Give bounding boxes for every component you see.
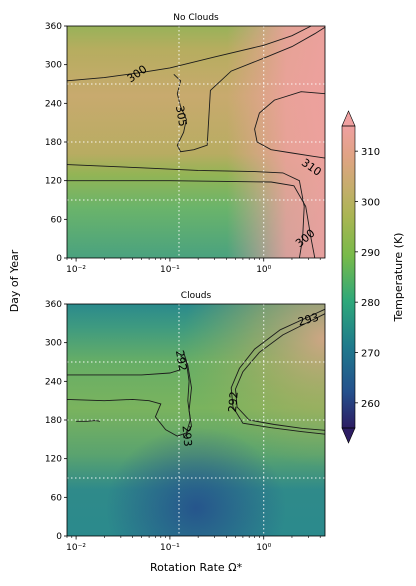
colorbar-tick-label: 280 xyxy=(361,298,380,309)
colorbar-gradient xyxy=(342,126,355,428)
colorbar-tick-label: 310 xyxy=(361,147,380,158)
colorbar-tick-label: 290 xyxy=(361,248,380,259)
panel-2: 292 293 292 293 Clouds 0 60 120 180 240 300 360 10⁻²… xyxy=(45,291,326,553)
y-tick-label: 360 xyxy=(45,300,62,310)
y-tick-label: 300 xyxy=(45,339,62,349)
y-tick-label: 240 xyxy=(45,377,62,387)
y-tick-label: 120 xyxy=(45,177,62,187)
y-tick-label: 180 xyxy=(45,416,62,426)
colorbar-frame xyxy=(341,125,356,429)
y-axis-label: Day of Year xyxy=(8,249,21,312)
y-tick-label: 120 xyxy=(45,455,62,465)
colorbar-tick-label: 260 xyxy=(361,399,380,410)
contour-line xyxy=(230,308,326,435)
contour-line xyxy=(173,26,326,153)
contour-line xyxy=(67,180,316,259)
contour-line xyxy=(235,313,326,431)
panel-title: Clouds xyxy=(181,291,212,301)
colorbar-extend-min xyxy=(341,427,356,444)
x-tick-label: 10⁻¹ xyxy=(160,543,180,553)
y-tick-label: 60 xyxy=(51,493,63,503)
contour-label: 293 xyxy=(180,425,195,447)
x-axis-label: Rotation Rate Ω* xyxy=(150,561,243,574)
colorbar-label: Temperature (K) xyxy=(392,233,405,323)
y-tick-label: 180 xyxy=(45,138,62,148)
colorbar-extend-max xyxy=(341,110,356,127)
y-tick-label: 360 xyxy=(45,22,62,32)
contour-label: 305 xyxy=(173,105,189,128)
contour-line xyxy=(254,91,326,159)
y-tick-label: 0 xyxy=(56,254,62,264)
contour-line xyxy=(66,164,305,259)
colorbar-tick-label: 270 xyxy=(361,349,380,360)
colorbar-tick-label: 300 xyxy=(361,198,380,209)
contour-line xyxy=(183,352,192,439)
y-tick-label: 240 xyxy=(45,99,62,109)
contour-line xyxy=(67,369,181,376)
contour-line xyxy=(66,25,312,82)
contour-label: 292 xyxy=(173,349,189,372)
y-tick-label: 0 xyxy=(56,532,62,542)
x-tick-label: 10⁻¹ xyxy=(160,265,180,275)
contour-line xyxy=(76,420,101,422)
x-tick-label: 10⁰ xyxy=(256,265,271,275)
contour-line xyxy=(66,355,191,437)
x-tick-label: 10⁰ xyxy=(256,543,271,553)
panel-title: No Clouds xyxy=(173,13,219,23)
x-tick-label: 10⁻² xyxy=(66,265,86,275)
x-tick-label: 10⁻² xyxy=(66,543,86,553)
y-tick-label: 300 xyxy=(45,61,62,71)
contour-label: 292 xyxy=(226,391,241,413)
y-tick-label: 60 xyxy=(51,215,63,225)
contour-label: 293 xyxy=(297,311,321,329)
